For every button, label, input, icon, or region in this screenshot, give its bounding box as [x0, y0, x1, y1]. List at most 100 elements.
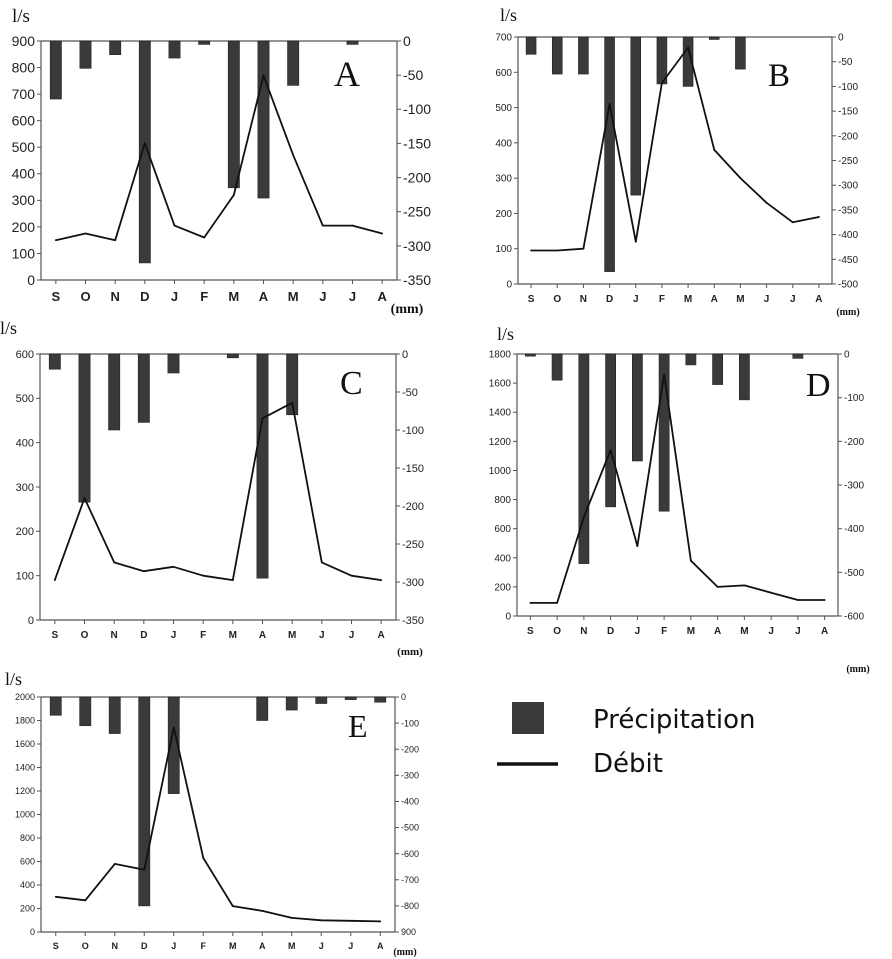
- x-tick-label: J: [764, 294, 770, 305]
- x-tick-label: A: [815, 294, 822, 305]
- left-tick-label: 1000: [489, 466, 512, 477]
- discharge-point: [608, 103, 611, 105]
- left-tick-label: 800: [12, 59, 36, 75]
- precipitation-bar: [285, 696, 298, 711]
- left-tick-label: 600: [20, 857, 35, 867]
- precipitation-bar: [344, 696, 357, 700]
- left-tick-label: 200: [494, 582, 511, 593]
- right-tick-label: -400: [401, 797, 419, 807]
- left-tick-label: 400: [16, 438, 34, 450]
- right-tick-label: 0: [838, 33, 844, 44]
- left-axis-unit: l/s: [500, 5, 517, 25]
- chart-panel-e: 0 200 400 600 800 1000 1200 1400 1600 1800 2000 0 -1…: [5, 669, 419, 958]
- panel-letter: C: [340, 365, 363, 402]
- discharge-point: [173, 224, 176, 227]
- x-tick-label: M: [288, 289, 299, 304]
- chart-panel-d: 0 200 400 600 800 1000 1200 1400 1600 1800 0 -100 -2…: [489, 324, 870, 675]
- discharge-point: [350, 574, 353, 577]
- left-tick-label: 800: [20, 833, 35, 843]
- x-tick-label: M: [736, 294, 744, 305]
- discharge-point: [582, 247, 585, 250]
- left-tick-label: 700: [495, 33, 512, 44]
- discharge-point: [202, 857, 205, 859]
- discharge-point: [661, 81, 663, 84]
- panel-letter: B: [768, 58, 790, 94]
- x-tick-label: O: [553, 294, 561, 305]
- discharge-point: [321, 224, 324, 227]
- x-tick-label: J: [790, 294, 796, 305]
- discharge-point: [529, 602, 532, 604]
- x-tick-label: S: [51, 630, 58, 641]
- discharge-line: [55, 74, 383, 242]
- discharge-point: [582, 516, 585, 518]
- x-tick-label: A: [714, 626, 721, 637]
- x-tick-label: A: [378, 630, 385, 641]
- discharge-point: [796, 599, 799, 601]
- precipitation-bar: [287, 40, 300, 86]
- discharge-line: [531, 46, 820, 252]
- left-tick-label: 1800: [489, 350, 512, 361]
- right-tick-label: -200: [402, 501, 424, 513]
- x-tick-label: O: [82, 941, 89, 951]
- discharge-point: [716, 585, 719, 588]
- right-tick-label: -50: [838, 57, 853, 68]
- x-tick-label: A: [259, 630, 266, 641]
- chart-panel-c: 0 100 200 300 400 500 600 0 -50 -100 -150 -200 -250 -…: [0, 318, 424, 658]
- left-tick-label: 500: [12, 139, 36, 155]
- precipitation-bar: [682, 36, 694, 87]
- precipitation-bar: [374, 696, 387, 703]
- x-tick-label: J: [349, 289, 356, 304]
- precipitation-bar: [108, 353, 121, 431]
- discharge-point: [791, 221, 794, 224]
- precipitation-bar: [227, 40, 240, 189]
- precipitation-bar: [138, 696, 151, 907]
- right-tick-label: -500: [844, 568, 864, 579]
- left-tick-label: 0: [27, 272, 35, 288]
- left-tick-label: 1600: [489, 379, 512, 390]
- precipitation-bar: [551, 353, 563, 381]
- x-tick-label: D: [607, 626, 614, 637]
- right-tick-label: -500: [838, 280, 858, 291]
- x-tick-label: J: [171, 941, 176, 951]
- left-tick-label: 800: [494, 495, 511, 506]
- right-tick-label: -300: [403, 238, 431, 254]
- right-tick-label: 0: [402, 349, 408, 361]
- right-tick-label: 0: [401, 692, 406, 702]
- right-tick-label: -300: [838, 181, 858, 192]
- left-tick-label: 500: [16, 393, 34, 405]
- precipitation-bar: [49, 40, 62, 100]
- x-tick-label: J: [171, 289, 178, 304]
- precipitation-bar: [346, 40, 359, 45]
- discharge-point: [351, 224, 354, 227]
- discharge-point: [83, 497, 86, 499]
- precipitation-bar: [167, 353, 180, 374]
- x-tick-label: F: [201, 941, 207, 951]
- x-tick-label: F: [200, 289, 208, 304]
- discharge-point: [381, 232, 384, 235]
- discharge-point: [142, 570, 145, 573]
- left-tick-label: 1000: [15, 810, 35, 820]
- x-tick-label: A: [377, 289, 387, 304]
- precipitation-bar: [315, 696, 328, 704]
- discharge-point: [84, 232, 87, 235]
- right-axis-unit: (mm): [393, 947, 416, 958]
- precipitation-bar: [256, 353, 269, 579]
- left-tick-label: 500: [495, 103, 512, 114]
- discharge-point: [530, 249, 532, 252]
- x-tick-label: A: [259, 941, 266, 951]
- right-tick-label: -150: [402, 463, 424, 475]
- discharge-point: [172, 726, 175, 729]
- discharge-point: [687, 46, 689, 49]
- right-tick-label: -200: [403, 169, 431, 185]
- right-tick-label: -700: [401, 875, 419, 885]
- precipitation-bar: [605, 353, 617, 508]
- discharge-point: [261, 417, 264, 420]
- x-tick-label: S: [53, 941, 59, 951]
- left-tick-label: 400: [20, 880, 35, 890]
- discharge-point: [556, 249, 559, 252]
- right-tick-label: -100: [402, 425, 424, 437]
- precipitation-bar: [226, 353, 239, 359]
- discharge-point: [320, 919, 323, 922]
- discharge-point: [262, 74, 265, 77]
- right-tick-label: -800: [401, 901, 419, 911]
